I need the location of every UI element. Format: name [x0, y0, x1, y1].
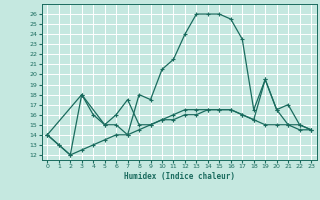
X-axis label: Humidex (Indice chaleur): Humidex (Indice chaleur): [124, 172, 235, 181]
